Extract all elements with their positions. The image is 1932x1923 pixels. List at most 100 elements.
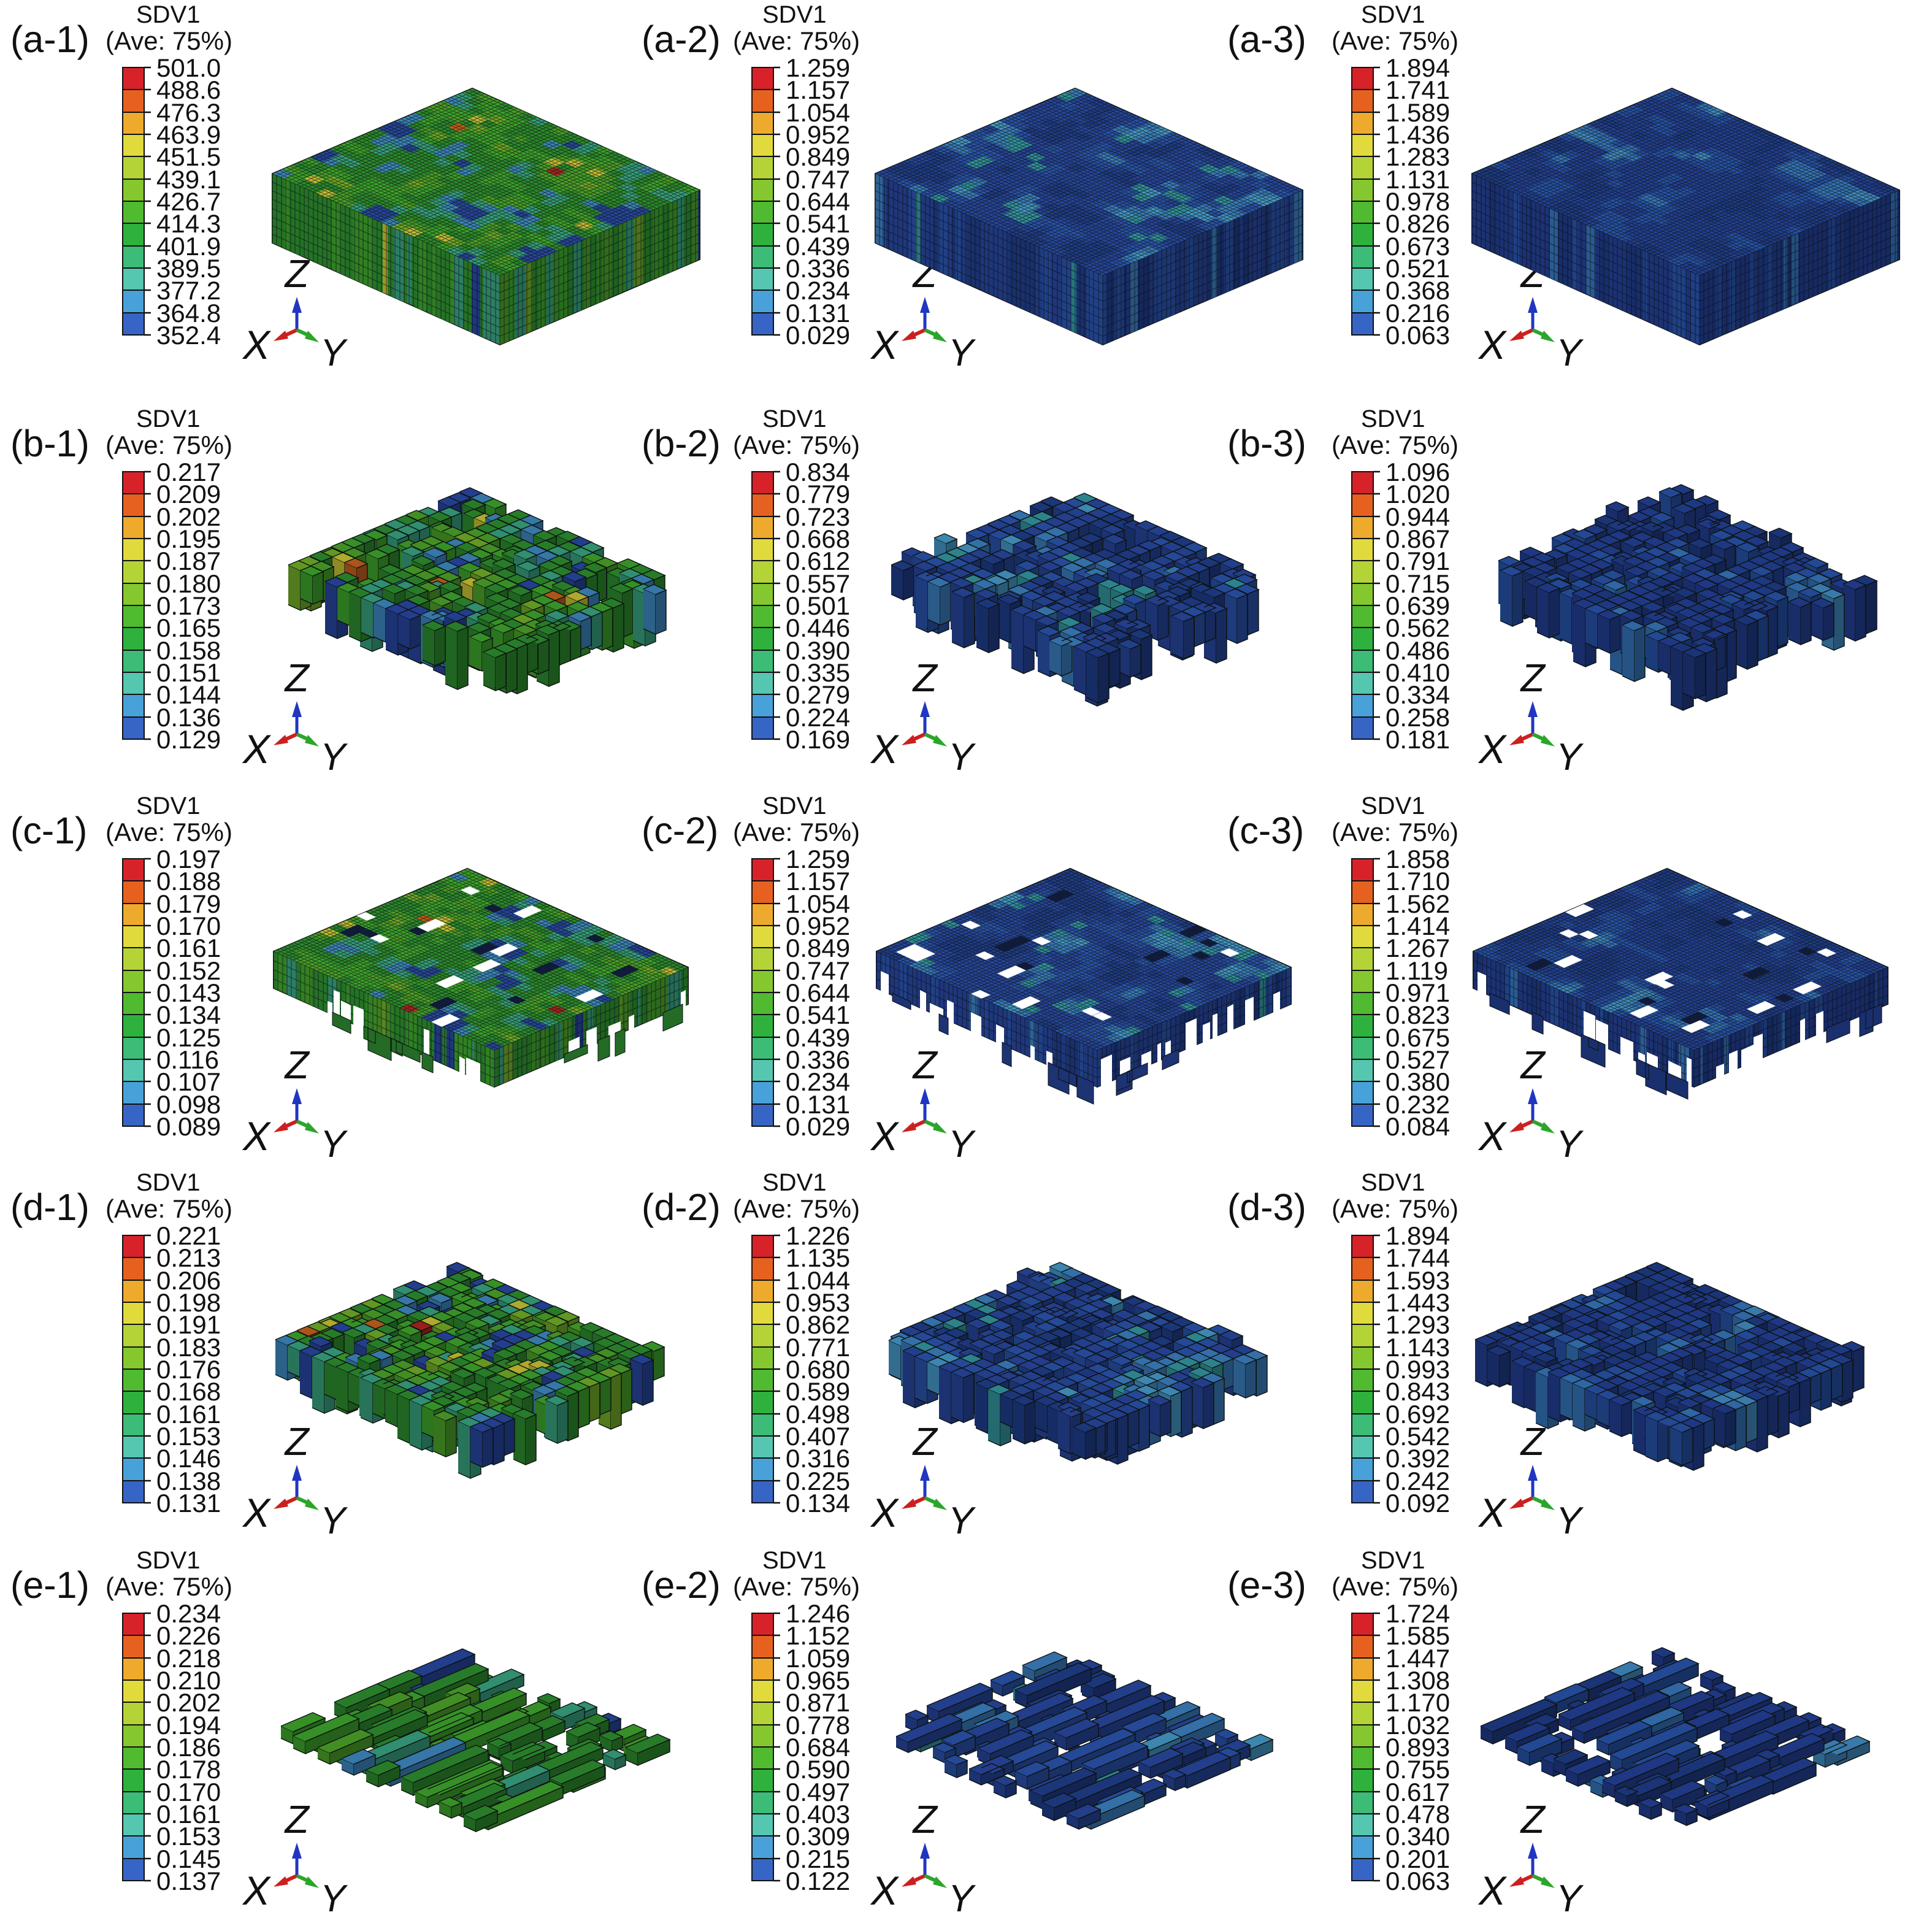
svg-text:0.144: 0.144 [156,680,221,709]
svg-text:(Ave: 75%): (Ave: 75%) [105,1572,232,1601]
svg-text:0.191: 0.191 [156,1310,221,1339]
svg-text:0.791: 0.791 [1386,547,1450,575]
svg-text:Z: Z [283,1797,310,1841]
svg-text:0.644: 0.644 [786,978,850,1007]
svg-text:0.971: 0.971 [1386,978,1450,1007]
svg-text:Z: Z [1519,1797,1546,1841]
svg-text:1.170: 1.170 [1386,1688,1450,1717]
svg-text:1.020: 1.020 [1386,480,1450,509]
svg-text:0.161: 0.161 [156,1800,221,1829]
svg-text:0.680: 0.680 [786,1355,850,1384]
svg-text:(a-3): (a-3) [1227,18,1306,60]
svg-text:0.180: 0.180 [156,569,221,598]
svg-text:SDV1: SDV1 [762,405,827,432]
svg-text:0.392: 0.392 [1386,1444,1450,1473]
svg-text:X: X [870,322,900,367]
svg-text:0.316: 0.316 [786,1444,850,1473]
svg-text:(e-1): (e-1) [10,1564,90,1606]
svg-text:Y: Y [1556,1878,1584,1920]
svg-text:401.9: 401.9 [156,232,221,261]
svg-text:0.173: 0.173 [156,591,221,620]
svg-text:0.336: 0.336 [786,254,850,283]
svg-text:1.741: 1.741 [1386,75,1450,104]
svg-text:0.145: 0.145 [156,1844,221,1873]
svg-text:0.862: 0.862 [786,1310,850,1339]
svg-text:0.823: 0.823 [1386,1000,1450,1029]
svg-text:0.747: 0.747 [786,165,850,194]
svg-text:0.562: 0.562 [1386,613,1450,642]
svg-text:1.152: 1.152 [786,1621,850,1650]
svg-text:1.157: 1.157 [786,867,850,896]
svg-text:X: X [870,726,900,772]
svg-text:Y: Y [1556,736,1584,778]
svg-text:Z: Z [283,1043,310,1087]
svg-text:Z: Z [1519,1043,1546,1087]
svg-text:1.096: 1.096 [1386,458,1450,486]
svg-text:0.107: 0.107 [156,1067,221,1096]
svg-text:(a-2): (a-2) [642,18,721,60]
svg-text:0.668: 0.668 [786,524,850,553]
svg-text:1.246: 1.246 [786,1599,850,1628]
svg-text:0.521: 0.521 [1386,254,1450,283]
svg-text:X: X [1478,726,1508,772]
svg-text:1.589: 1.589 [1386,98,1450,127]
svg-text:389.5: 389.5 [156,254,221,283]
svg-text:0.779: 0.779 [786,480,850,509]
svg-text:0.771: 0.771 [786,1333,850,1362]
svg-text:X: X [242,1490,272,1535]
svg-text:1.308: 1.308 [1386,1666,1450,1695]
svg-text:0.165: 0.165 [156,613,221,642]
svg-text:0.202: 0.202 [156,502,221,531]
svg-text:Z: Z [283,251,310,296]
svg-text:0.158: 0.158 [156,636,221,665]
svg-text:426.7: 426.7 [156,187,221,216]
svg-text:0.218: 0.218 [156,1644,221,1673]
svg-text:0.215: 0.215 [786,1844,850,1873]
svg-text:0.590: 0.590 [786,1755,850,1784]
svg-text:0.216: 0.216 [1386,299,1450,328]
svg-text:451.5: 451.5 [156,142,221,171]
svg-text:0.197: 0.197 [156,845,221,873]
svg-text:Y: Y [1556,332,1584,374]
svg-text:X: X [242,1113,272,1159]
svg-text:1.044: 1.044 [786,1266,850,1295]
svg-text:Z: Z [911,1797,938,1841]
svg-text:0.161: 0.161 [156,1400,221,1429]
svg-text:Y: Y [320,736,348,778]
svg-text:0.755: 0.755 [1386,1755,1450,1784]
svg-text:SDV1: SDV1 [136,1169,201,1196]
svg-text:X: X [1478,322,1508,367]
svg-text:0.692: 0.692 [1386,1400,1450,1429]
svg-text:0.179: 0.179 [156,889,221,918]
svg-text:0.368: 0.368 [1386,276,1450,305]
svg-text:1.157: 1.157 [786,75,850,104]
svg-text:0.089: 0.089 [156,1112,221,1141]
svg-text:0.176: 0.176 [156,1355,221,1384]
svg-text:0.209: 0.209 [156,480,221,509]
svg-text:(c-2): (c-2) [642,810,718,851]
svg-text:0.195: 0.195 [156,524,221,553]
svg-text:(Ave: 75%): (Ave: 75%) [1332,1194,1459,1223]
svg-text:0.871: 0.871 [786,1688,850,1717]
svg-text:SDV1: SDV1 [136,1,201,28]
svg-text:Z: Z [283,1419,310,1464]
svg-text:0.187: 0.187 [156,547,221,575]
svg-text:1.436: 1.436 [1386,120,1450,149]
svg-text:0.206: 0.206 [156,1266,221,1295]
svg-text:Z: Z [911,1043,938,1087]
svg-text:1.059: 1.059 [786,1644,850,1673]
svg-text:SDV1: SDV1 [136,405,201,432]
svg-text:1.054: 1.054 [786,889,850,918]
svg-text:0.242: 0.242 [1386,1467,1450,1495]
svg-text:SDV1: SDV1 [762,793,827,819]
svg-text:0.125: 0.125 [156,1023,221,1052]
svg-text:0.498: 0.498 [786,1400,850,1429]
svg-text:0.063: 0.063 [1386,1867,1450,1895]
svg-text:SDV1: SDV1 [1361,1169,1425,1196]
svg-text:1.744: 1.744 [1386,1243,1450,1272]
svg-text:0.210: 0.210 [156,1666,221,1695]
svg-text:(Ave: 75%): (Ave: 75%) [733,1572,860,1601]
svg-text:0.153: 0.153 [156,1822,221,1851]
svg-text:414.3: 414.3 [156,209,221,238]
svg-text:SDV1: SDV1 [762,1547,827,1574]
